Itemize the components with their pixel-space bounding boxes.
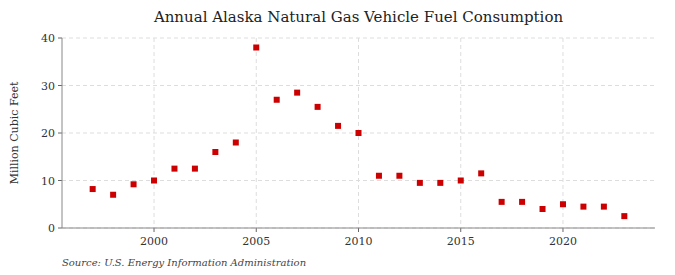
point <box>396 173 402 179</box>
point <box>458 178 464 184</box>
page: {"chart_data": {"type": "scatter", "titl… <box>0 0 675 275</box>
point <box>315 104 321 110</box>
y-axis-line <box>62 38 63 228</box>
point <box>499 199 505 205</box>
point <box>417 180 423 186</box>
point <box>90 186 96 192</box>
x-tick <box>154 228 155 232</box>
point <box>253 45 259 51</box>
points <box>90 45 628 220</box>
point <box>356 130 362 136</box>
y-tick <box>58 228 62 229</box>
point <box>212 149 218 155</box>
axes: 2000 2005 2010 2015 2020 0 10 20 30 40 <box>41 32 655 248</box>
point <box>478 170 484 176</box>
point <box>274 97 280 103</box>
point <box>621 213 627 219</box>
y-tick-label: 0 <box>48 222 55 235</box>
point <box>110 192 116 198</box>
point <box>601 204 607 210</box>
x-tick-label: 2000 <box>140 235 168 248</box>
x-tick-label: 2015 <box>447 235 475 248</box>
point <box>131 181 137 187</box>
grid <box>62 38 655 228</box>
point <box>171 166 177 172</box>
point <box>294 90 300 96</box>
point <box>580 204 586 210</box>
x-axis-line <box>62 228 655 229</box>
y-grid-line <box>62 180 655 181</box>
source-note: Source: U.S. Energy Information Administ… <box>62 257 306 268</box>
y-tick-label: 10 <box>41 175 55 188</box>
x-tick-label: 2010 <box>345 235 373 248</box>
y-tick <box>58 133 62 134</box>
point <box>192 166 198 172</box>
x-tick <box>460 228 461 232</box>
y-tick <box>58 38 62 39</box>
point <box>519 199 525 205</box>
y-axis-label: Million Cubic Feet <box>8 81 21 184</box>
y-tick <box>58 180 62 181</box>
y-tick <box>58 85 62 86</box>
y-grid-line <box>62 85 655 86</box>
point <box>233 140 239 146</box>
y-grid-line <box>62 38 655 39</box>
x-grid-line <box>256 38 257 228</box>
point <box>376 173 382 179</box>
x-tick-label: 2005 <box>242 235 270 248</box>
point <box>151 178 157 184</box>
y-tick-label: 30 <box>41 80 55 93</box>
chart-svg: 2000 2005 2010 2015 2020 0 10 20 30 40 Annual Alas… <box>0 0 675 275</box>
title: Annual Alaska Natural Gas Vehicle Fuel C… <box>153 8 564 26</box>
x-tick <box>562 228 563 232</box>
x-tick-label: 2020 <box>549 235 577 248</box>
y-tick-label: 40 <box>41 32 55 45</box>
plot-background <box>62 38 655 228</box>
y-grid-line <box>62 228 655 229</box>
chart-container: 2000 2005 2010 2015 2020 0 10 20 30 40 Annual Alas… <box>0 0 675 275</box>
x-tick <box>358 228 359 232</box>
point <box>560 201 566 207</box>
point <box>540 206 546 212</box>
x-tick <box>256 228 257 232</box>
point <box>335 123 341 129</box>
point <box>437 180 443 186</box>
y-tick-label: 20 <box>41 127 55 140</box>
